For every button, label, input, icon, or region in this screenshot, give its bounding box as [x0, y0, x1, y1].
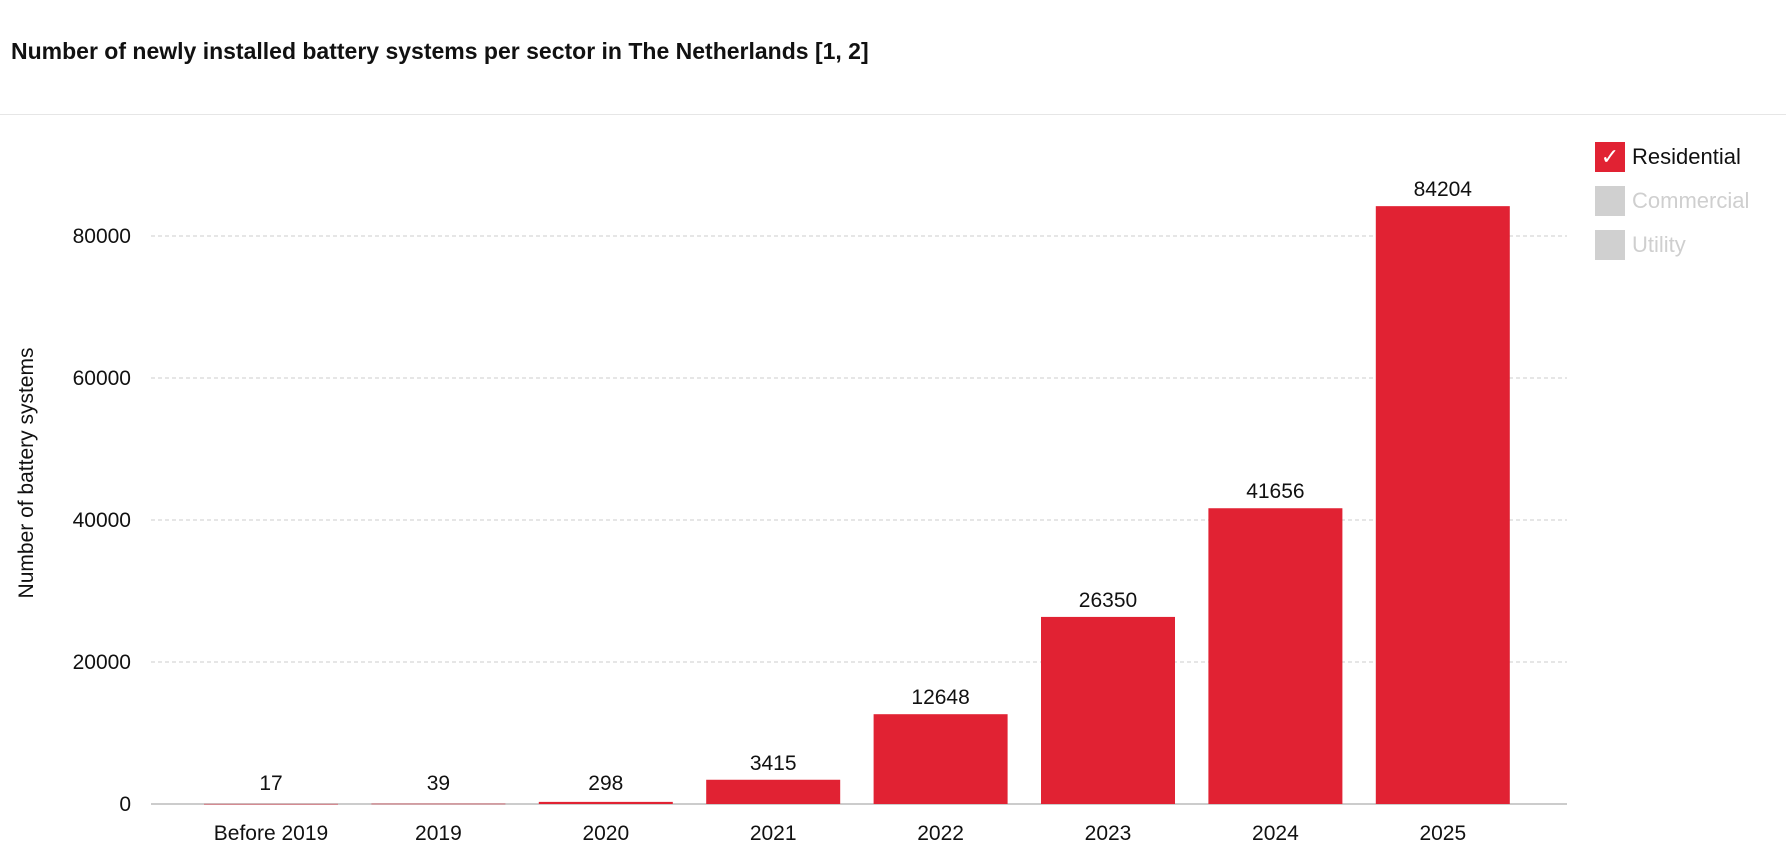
x-tick-label: 2025	[1419, 822, 1466, 845]
y-tick-label: 0	[119, 793, 131, 816]
x-tick-label: 2019	[415, 822, 462, 845]
bar[interactable]	[204, 803, 338, 805]
data-label: 41656	[1246, 480, 1304, 503]
x-tick-label: 2024	[1252, 822, 1299, 845]
checkbox-icon[interactable]	[1595, 230, 1625, 260]
legend-item-commercial[interactable]: Commercial	[1595, 186, 1749, 216]
x-tick-labels: Before 2019 2019 2020 2021 2022 2023 2024 2025	[214, 822, 1466, 845]
legend-label: Utility	[1632, 232, 1686, 257]
data-label: 39	[427, 772, 450, 795]
bar[interactable]	[1041, 616, 1175, 804]
legend: ✓ Residential Commercial Utility	[1595, 142, 1749, 274]
bar[interactable]	[873, 714, 1008, 804]
data-label: 298	[588, 772, 623, 795]
legend-label: Residential	[1632, 144, 1741, 169]
bar[interactable]	[706, 779, 841, 804]
y-tick-label: 80000	[73, 225, 131, 248]
bar[interactable]	[538, 801, 673, 804]
header-divider	[0, 114, 1786, 115]
y-tick-labels: 0 20000 40000 60000 80000	[73, 225, 131, 816]
y-axis-label: Number of battery systems	[15, 348, 38, 599]
x-tick-label: 2022	[917, 822, 964, 845]
y-tick-label: 60000	[73, 367, 131, 390]
check-icon[interactable]: ✓	[1595, 142, 1625, 172]
data-label: 84204	[1414, 178, 1473, 201]
x-tick-label: 2020	[582, 822, 629, 845]
bar[interactable]	[1208, 508, 1343, 804]
bar[interactable]	[1375, 206, 1510, 804]
legend-label: Commercial	[1632, 188, 1750, 213]
legend-item-utility[interactable]: Utility	[1595, 230, 1749, 260]
data-label: 3415	[750, 752, 797, 775]
x-tick-label: 2023	[1085, 822, 1132, 845]
gridlines	[151, 235, 1567, 805]
data-label: 26350	[1079, 589, 1137, 612]
data-label: 17	[259, 772, 282, 795]
data-label: 12648	[911, 686, 969, 709]
x-tick-label: Before 2019	[214, 822, 328, 845]
checkbox-icon[interactable]	[1595, 186, 1625, 216]
y-tick-label: 40000	[73, 509, 131, 532]
bar[interactable]	[371, 803, 506, 805]
x-tick-label: 2021	[750, 822, 797, 845]
y-tick-label: 20000	[73, 651, 131, 674]
chart-title: Number of newly installed battery system…	[11, 38, 869, 64]
bars: 17 39 298 3415 12648 26350 41656 84204	[204, 178, 1510, 805]
legend-item-residential[interactable]: ✓ Residential	[1595, 142, 1749, 172]
